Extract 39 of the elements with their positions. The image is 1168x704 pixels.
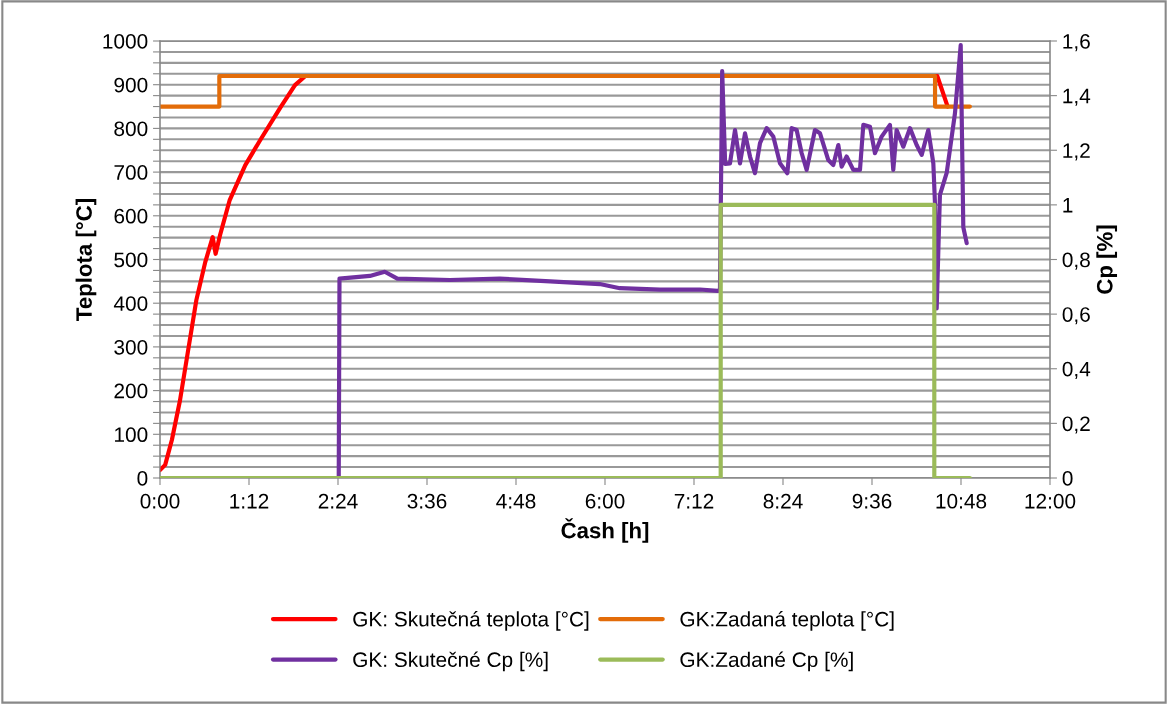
y2-axis-title: Cp [%] <box>1096 225 1118 294</box>
x-tick-label: 10:48 <box>936 493 987 509</box>
x-tick-label: 6:00 <box>585 493 625 509</box>
y-tick-label: 900 <box>114 77 148 93</box>
y2-tick-label: 0 <box>1062 471 1073 486</box>
y-tick-label: 200 <box>114 383 148 399</box>
x-axis-title: Čash [h] <box>561 518 649 543</box>
y2-tick-label: 0,8 <box>1062 252 1090 270</box>
legend-label: GK:Zadané Cp [%] <box>680 651 853 672</box>
y2-tick-label: 0,2 <box>1062 416 1090 434</box>
legend-label: GK:Zadaná teplota [°C] <box>680 611 894 631</box>
y2-tick-label: 1,6 <box>1063 34 1090 52</box>
y-tick-label: 100 <box>115 427 148 443</box>
y2-tick-label: 0,4 <box>1062 361 1091 379</box>
x-tick-label: 12:00 <box>1025 493 1076 509</box>
y-tick-label: 600 <box>114 208 148 224</box>
y2-tick-label: 1,4 <box>1063 88 1091 106</box>
line-series <box>336 43 969 478</box>
x-tick-label: 4:48 <box>496 493 536 509</box>
x-tick-label: 7:12 <box>674 493 714 509</box>
y2-tick-label: 1,2 <box>1063 143 1090 161</box>
x-tick-label: 9:36 <box>852 493 892 509</box>
y2-tick-label: 0,6 <box>1062 307 1090 325</box>
x-tick-label: 0:00 <box>140 493 180 509</box>
x-tick-label: 3:36 <box>407 493 447 509</box>
legend-label: GK: Skutečné Cp [%] <box>353 651 548 672</box>
x-tick-label: 8:24 <box>763 493 803 509</box>
y-axis-title: Teplota [°C] <box>75 199 97 321</box>
x-tick-label: 1:12 <box>230 493 269 509</box>
y-tick-label: 0 <box>137 471 148 486</box>
y-tick-label: 500 <box>114 252 148 268</box>
x-tick-label: 2:24 <box>318 493 358 509</box>
y-tick-label: 700 <box>114 165 148 180</box>
y-tick-label: 300 <box>114 339 148 355</box>
y-tick-label: 800 <box>114 121 148 137</box>
y2-tick-label: 1 <box>1063 198 1073 213</box>
y-tick-label: 1000 <box>103 34 148 49</box>
y-tick-label: 400 <box>113 296 148 311</box>
legend-label: GK: Skutečná teplota [°C] <box>353 611 589 631</box>
